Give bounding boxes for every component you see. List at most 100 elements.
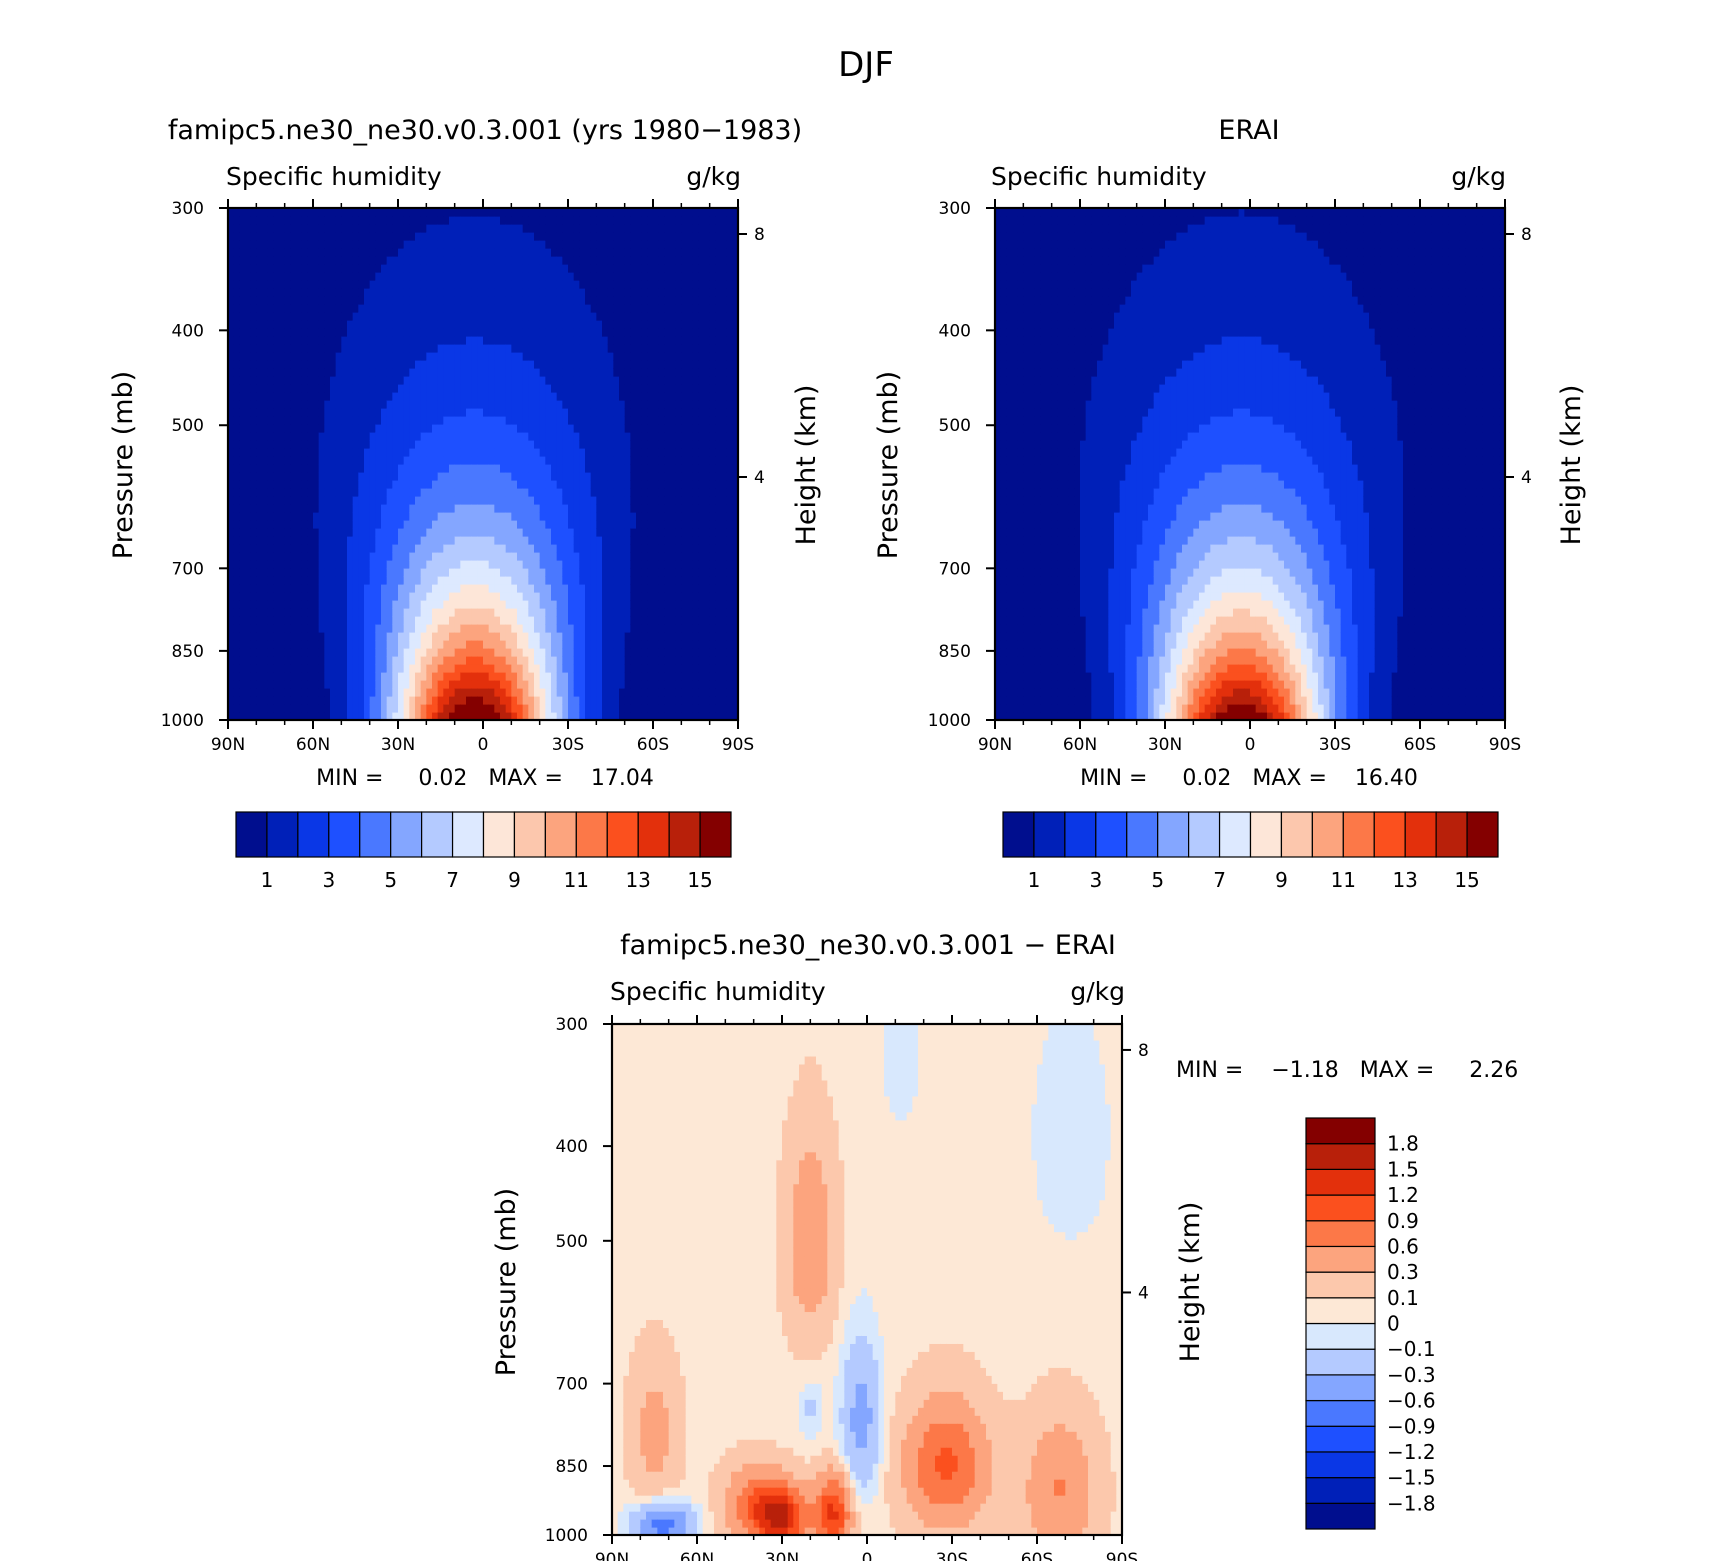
field-cell [296, 568, 303, 577]
field-cell [324, 672, 331, 681]
field-cell [341, 416, 348, 425]
field-cell [573, 520, 580, 529]
field-cell [279, 664, 286, 673]
field-cell [602, 696, 609, 705]
field-cell [415, 376, 422, 385]
field-cell [352, 624, 359, 633]
field-cell [386, 336, 393, 345]
field-cell [568, 584, 575, 593]
field-cell [630, 448, 637, 457]
field-cell [245, 280, 252, 289]
field-cell [341, 296, 348, 305]
field-cell [426, 352, 433, 361]
field-cell [466, 472, 473, 481]
field-cell [432, 672, 439, 681]
field-cell [534, 432, 541, 441]
field-cell [528, 480, 535, 489]
field-cell [664, 512, 671, 521]
field-cell [466, 608, 473, 617]
field-cell [517, 408, 524, 417]
field-cell [279, 704, 286, 713]
field-cell [403, 400, 410, 409]
field-cell [449, 496, 456, 505]
field-cell [539, 376, 546, 385]
field-cell [477, 328, 484, 337]
field-cell [562, 512, 569, 521]
field-cell [534, 568, 541, 577]
field-cell [290, 312, 297, 321]
field-cell [420, 536, 427, 545]
field-cell [398, 304, 405, 313]
field-cell [562, 320, 569, 329]
field-cell [647, 616, 654, 625]
field-cell [239, 632, 246, 641]
field-cell [551, 216, 558, 225]
field-cell [454, 400, 461, 409]
field-cell [341, 496, 348, 505]
field-cell [284, 712, 291, 721]
field-cell [330, 456, 337, 465]
field-cell [539, 392, 546, 401]
field-cell [437, 304, 444, 313]
field-cell [341, 664, 348, 673]
field-cell [528, 680, 535, 689]
field-cell [641, 296, 648, 305]
field-cell [358, 560, 365, 569]
field-cell [562, 592, 569, 601]
field-cell [613, 440, 620, 449]
field-cell [279, 592, 286, 601]
field-cell [607, 240, 614, 249]
field-cell [358, 536, 365, 545]
field-cell [313, 376, 320, 385]
field-cell [607, 696, 614, 705]
field-cell [647, 696, 654, 705]
field-cell [364, 688, 371, 697]
field-cell [551, 632, 558, 641]
field-cell [607, 448, 614, 457]
field-cell [256, 272, 263, 281]
field-cell [573, 624, 580, 633]
field-cell [505, 496, 512, 505]
field-cell [647, 600, 654, 609]
field-cell [624, 424, 631, 433]
field-cell [233, 536, 240, 545]
field-cell [454, 648, 461, 657]
field-cell [375, 648, 382, 657]
field-cell [415, 336, 422, 345]
field-cell [267, 704, 274, 713]
field-cell [573, 632, 580, 641]
field-cell [522, 328, 529, 337]
field-cell [307, 208, 314, 217]
field-cell [505, 592, 512, 601]
field-cell [262, 216, 269, 225]
field-cell [290, 432, 297, 441]
field-cell [415, 536, 422, 545]
field-cell [324, 488, 331, 497]
field-cell [494, 480, 501, 489]
field-cell [630, 456, 637, 465]
field-cell [545, 592, 552, 601]
field-cell [505, 680, 512, 689]
field-cell [500, 264, 507, 273]
field-cell [415, 608, 422, 617]
field-cell [324, 280, 331, 289]
field-cell [539, 656, 546, 665]
field-cell [296, 376, 303, 385]
field-cell [647, 224, 654, 233]
field-cell [539, 704, 546, 713]
field-cell [647, 336, 654, 345]
field-cell [619, 320, 626, 329]
field-cell [477, 488, 484, 497]
field-cell [602, 312, 609, 321]
field-cell [636, 568, 643, 577]
field-cell [415, 552, 422, 561]
field-cell [545, 512, 552, 521]
field-cell [392, 712, 399, 721]
field-cell [432, 256, 439, 265]
field-cell [279, 424, 286, 433]
field-cell [352, 696, 359, 705]
field-cell [602, 568, 609, 577]
field-cell [664, 696, 671, 705]
field-cell [324, 336, 331, 345]
field-cell [647, 704, 654, 713]
